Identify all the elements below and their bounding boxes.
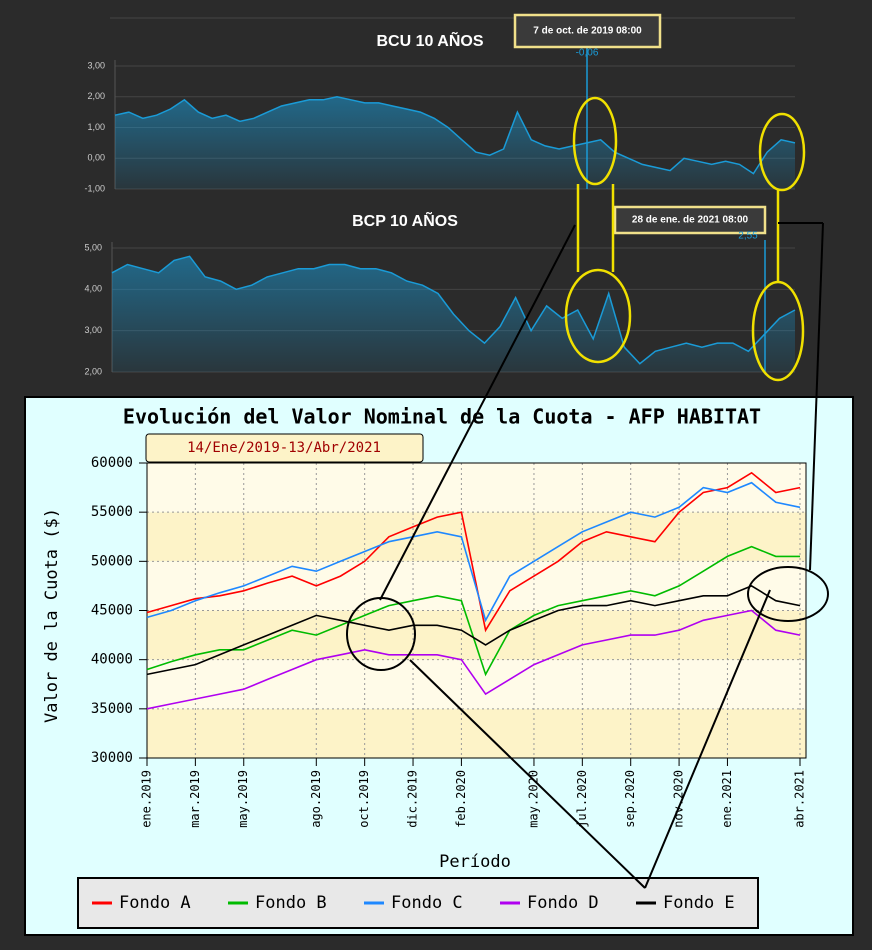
x-tick-label: feb.2020: [454, 770, 468, 828]
y-tick-label: 2,00: [84, 366, 102, 376]
legend-label: Fondo D: [527, 893, 599, 913]
y-axis-label: Valor de la Cuota ($): [42, 508, 62, 723]
connector: [409, 659, 646, 889]
legend-label: Fondo A: [119, 893, 191, 913]
y-tick-label: 50000: [91, 553, 133, 569]
connector: [644, 589, 771, 889]
y-tick-label: 1,00: [87, 122, 105, 132]
x-tick-label: abr.2021: [793, 770, 807, 828]
y-tick-label: 35000: [91, 701, 133, 717]
line-chart: Evolución del Valor Nominal de la Cuota …: [42, 405, 807, 929]
plot-frame: [146, 462, 807, 759]
area-chart: BCU 10 AÑOS 3,00 2,00 1,00 0,00 -1,00 7 de oct…: [84, 13, 796, 193]
x-tick-label: oct.2019: [357, 770, 371, 828]
tooltip-box: [613, 205, 767, 235]
x-tick-label: may.2019: [236, 770, 250, 828]
charts: BCU 10 AÑOS 3,00 2,00 1,00 0,00 -1,00 7 de oct…: [42, 13, 807, 929]
chart-title: BCU 10 AÑOS: [377, 30, 484, 50]
x-tick-label: sep.2020: [623, 770, 637, 828]
chart-subtitle: 14/Ene/2019-13/Abr/2021: [187, 440, 381, 456]
series-line: [146, 609, 801, 710]
y-tick-label: -1,00: [84, 183, 105, 193]
legend-label: Fondo C: [391, 893, 463, 913]
tooltip-value: 2,55: [738, 231, 758, 242]
highlight-ellipse: [747, 566, 829, 622]
series-line: [146, 481, 801, 623]
plot-band: [147, 610, 806, 660]
tooltip-box: [513, 13, 662, 49]
highlight-ellipse: [758, 112, 806, 192]
connector: [809, 222, 824, 571]
highlight-ellipse: [564, 268, 632, 364]
tooltip-value: -0,06: [576, 48, 599, 59]
annotations: [346, 96, 829, 889]
x-tick-label: dic.2019: [406, 770, 420, 828]
x-tick-label: ago.2019: [309, 770, 323, 828]
tooltip-text: 7 de oct. de 2019 08:00: [533, 26, 642, 37]
series-line: [146, 471, 801, 633]
highlight-ellipse: [572, 96, 618, 186]
connector: [379, 224, 576, 601]
plot-band: [147, 708, 806, 758]
x-tick-label: ene.2021: [720, 770, 734, 828]
y-tick-label: 5,00: [84, 242, 102, 252]
x-axis-label: Período: [439, 852, 511, 872]
plot-band: [147, 512, 806, 562]
x-tick-label: mar.2019: [188, 770, 202, 828]
chart-title: Evolución del Valor Nominal de la Cuota …: [123, 405, 761, 429]
area-line: [114, 96, 796, 175]
y-tick-label: 4,00: [84, 284, 102, 294]
plot-band: [147, 659, 806, 709]
area-fill: [115, 96, 795, 189]
y-tick-label: 45000: [91, 603, 133, 619]
legend-label: Fondo B: [255, 893, 327, 913]
y-tick-label: 3,00: [84, 325, 102, 335]
x-tick-label: jul.2020: [575, 770, 589, 828]
y-tick-label: 55000: [91, 504, 133, 520]
legend-label: Fondo E: [663, 893, 735, 913]
x-tick-label: ene.2019: [140, 770, 154, 828]
series-line: [146, 585, 801, 676]
subtitle-box: [145, 433, 424, 463]
plot-band: [147, 463, 806, 513]
y-tick-label: 60000: [91, 455, 133, 471]
y-tick-label: 0,00: [87, 153, 105, 163]
y-tick-label: 3,00: [87, 60, 105, 70]
tooltip-text: 28 de ene. de 2021 08:00: [632, 215, 749, 226]
y-tick-label: 2,00: [87, 91, 105, 101]
y-tick-label: 40000: [91, 652, 133, 668]
x-tick-label: nov.2020: [672, 770, 686, 828]
area-chart: BCP 10 AÑOS 5,00 4,00 3,00 2,00 28 de ene. de…: [84, 205, 796, 376]
y-tick-label: 30000: [91, 750, 133, 766]
chart-title: BCP 10 AÑOS: [352, 210, 458, 230]
area-line: [111, 255, 796, 365]
